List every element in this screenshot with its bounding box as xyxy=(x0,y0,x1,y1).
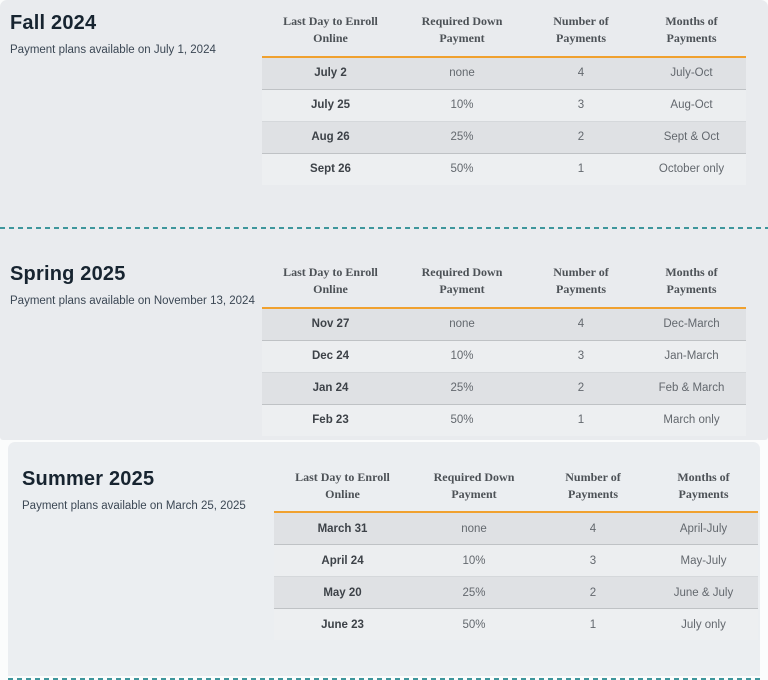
table-row: July 2 none 4 July-Oct xyxy=(262,56,746,90)
column-header: Number of Payments xyxy=(525,12,637,58)
section-spring-2025: Spring 2025 Payment plans available on N… xyxy=(0,229,768,440)
num-payments-cell: 1 xyxy=(525,153,637,185)
table-row: Jan 24 25% 2 Feb & March xyxy=(262,372,746,405)
num-payments-cell: 2 xyxy=(525,121,637,154)
dashed-divider xyxy=(0,226,768,229)
months-cell: Aug-Oct xyxy=(637,89,746,122)
enroll-date-cell: July 25 xyxy=(262,89,399,122)
num-payments-cell: 4 xyxy=(525,56,637,90)
section-subtitle: Payment plans available on November 13, … xyxy=(10,294,255,307)
column-header: Number of Payments xyxy=(537,467,649,514)
table-row: Aug 26 25% 2 Sept & Oct xyxy=(262,121,746,154)
enroll-date-cell: Jan 24 xyxy=(262,372,399,405)
column-header: Months of Payments xyxy=(637,262,746,309)
table-row: Sept 26 50% 1 October only xyxy=(262,153,746,185)
section-fall-2024: Fall 2024 Payment plans available on Jul… xyxy=(0,0,768,227)
enroll-date-cell: Nov 27 xyxy=(262,307,399,341)
months-cell: July only xyxy=(649,608,758,641)
column-header: Required Down Payment xyxy=(411,467,537,514)
num-payments-cell: 3 xyxy=(525,340,637,373)
months-cell: Dec-March xyxy=(637,307,746,341)
months-cell: October only xyxy=(637,153,746,185)
num-payments-cell: 3 xyxy=(537,544,649,578)
down-payment-cell: 10% xyxy=(399,340,525,373)
section-info: Spring 2025 Payment plans available on N… xyxy=(10,263,262,436)
column-header: Months of Payments xyxy=(649,467,758,514)
table-row: April 24 10% 3 May-July xyxy=(274,544,758,578)
table-row: Nov 27 none 4 Dec-March xyxy=(262,307,746,341)
table-row: July 25 10% 3 Aug-Oct xyxy=(262,89,746,122)
table-header-row: Last Day to Enroll Online Required Down P… xyxy=(262,12,746,58)
section-subtitle: Payment plans available on July 1, 2024 xyxy=(10,44,216,56)
table-row: Dec 24 10% 3 Jan-March xyxy=(262,340,746,373)
down-payment-cell: none xyxy=(411,512,537,546)
down-payment-cell: 10% xyxy=(399,89,525,122)
column-header: Months of Payments xyxy=(637,12,746,58)
num-payments-cell: 2 xyxy=(537,576,649,610)
section-title: Spring 2025 xyxy=(10,262,126,285)
months-cell: July-Oct xyxy=(637,56,746,90)
section-info: Fall 2024 Payment plans available on Jul… xyxy=(10,12,262,185)
payment-plan-table-fall: Last Day to Enroll Online Required Down P… xyxy=(262,12,746,185)
enroll-date-cell: Sept 26 xyxy=(262,153,399,185)
section-summer-2025: Summer 2025 Payment plans available on M… xyxy=(8,442,760,641)
months-cell: Feb & March xyxy=(637,372,746,405)
down-payment-cell: 25% xyxy=(399,372,525,405)
num-payments-cell: 3 xyxy=(525,89,637,122)
down-payment-cell: none xyxy=(399,307,525,341)
enroll-date-cell: Aug 26 xyxy=(262,121,399,154)
down-payment-cell: 10% xyxy=(411,544,537,578)
months-cell: Jan-March xyxy=(637,340,746,373)
summer-content-panel: Summer 2025 Payment plans available on M… xyxy=(8,441,760,680)
down-payment-cell: none xyxy=(399,56,525,90)
table-row: June 23 50% 1 July only xyxy=(274,608,758,641)
column-header: Required Down Payment xyxy=(399,262,525,309)
enroll-date-cell: May 20 xyxy=(274,576,411,610)
num-payments-cell: 4 xyxy=(525,307,637,341)
enroll-date-cell: June 23 xyxy=(274,608,411,641)
down-payment-cell: 50% xyxy=(399,404,525,436)
months-cell: June & July xyxy=(649,576,758,610)
table-row: May 20 25% 2 June & July xyxy=(274,576,758,610)
table-row: Feb 23 50% 1 March only xyxy=(262,404,746,436)
enroll-date-cell: April 24 xyxy=(274,544,411,578)
months-cell: March only xyxy=(637,404,746,436)
section-info: Summer 2025 Payment plans available on M… xyxy=(22,468,274,641)
down-payment-cell: 50% xyxy=(399,153,525,185)
num-payments-cell: 4 xyxy=(537,512,649,546)
months-cell: Sept & Oct xyxy=(637,121,746,154)
fall-spring-content-area: Fall 2024 Payment plans available on Jul… xyxy=(0,0,768,440)
months-cell: May-July xyxy=(649,544,758,578)
payment-plan-table-spring: Last Day to Enroll Online Required Down P… xyxy=(262,262,746,436)
num-payments-cell: 1 xyxy=(525,404,637,436)
months-cell: April-July xyxy=(649,512,758,546)
column-header: Number of Payments xyxy=(525,262,637,309)
enroll-date-cell: March 31 xyxy=(274,512,411,546)
section-title: Summer 2025 xyxy=(22,467,155,490)
num-payments-cell: 2 xyxy=(525,372,637,405)
column-header: Required Down Payment xyxy=(399,12,525,58)
enroll-date-cell: July 2 xyxy=(262,56,399,90)
table-row: March 31 none 4 April-July xyxy=(274,512,758,546)
down-payment-cell: 25% xyxy=(399,121,525,154)
column-header: Last Day to Enroll Online xyxy=(262,12,399,58)
section-title: Fall 2024 xyxy=(10,12,97,34)
enroll-date-cell: Dec 24 xyxy=(262,340,399,373)
column-header: Last Day to Enroll Online xyxy=(274,467,411,514)
payment-plan-table-summer: Last Day to Enroll Online Required Down P… xyxy=(274,467,758,641)
down-payment-cell: 50% xyxy=(411,608,537,641)
section-subtitle: Payment plans available on March 25, 202… xyxy=(22,499,246,512)
table-header-row: Last Day to Enroll Online Required Down P… xyxy=(262,262,746,309)
enroll-date-cell: Feb 23 xyxy=(262,404,399,436)
table-header-row: Last Day to Enroll Online Required Down P… xyxy=(274,467,758,514)
down-payment-cell: 25% xyxy=(411,576,537,610)
num-payments-cell: 1 xyxy=(537,608,649,641)
column-header: Last Day to Enroll Online xyxy=(262,262,399,309)
